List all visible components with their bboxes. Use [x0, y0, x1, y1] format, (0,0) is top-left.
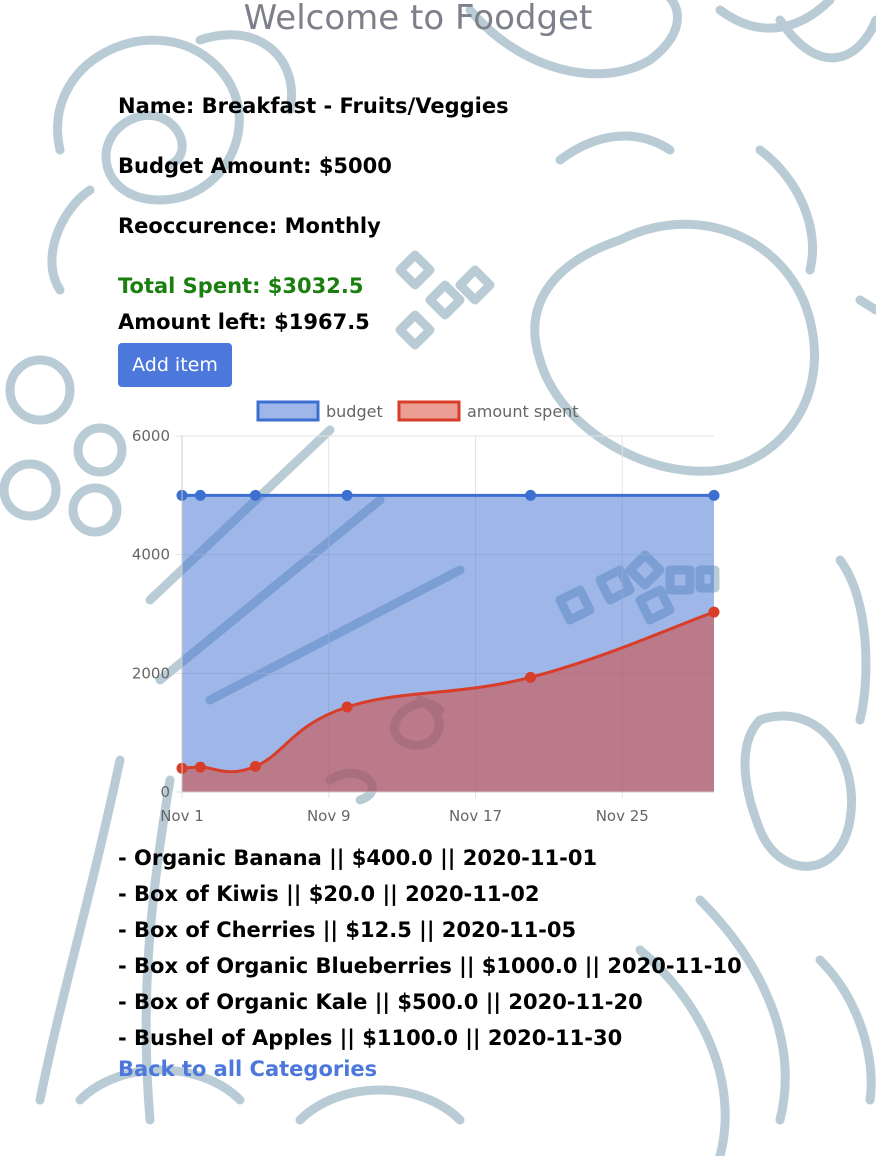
list-item: - Bushel of Apples || $1100.0 || 2020-11…	[118, 1026, 623, 1050]
budget-point	[341, 489, 353, 501]
amount-left: Amount left: $1967.5	[118, 310, 370, 334]
list-item: - Box of Cherries || $12.5 || 2020-11-05	[118, 918, 577, 942]
legend-label-amount-spent: amount spent	[467, 402, 579, 421]
total-spent: Total Spent: $3032.5	[118, 274, 364, 298]
amount-spent-point	[341, 701, 353, 713]
amount-spent-point	[194, 761, 206, 773]
back-to-categories-link[interactable]: Back to all Categories	[118, 1057, 378, 1081]
budget-point	[194, 489, 206, 501]
x-tick-label: Nov 1	[160, 807, 204, 825]
budget-name: Name: Breakfast - Fruits/Veggies	[118, 94, 509, 118]
item-list: - Organic Banana || $400.0 || 2020-11-01…	[118, 840, 742, 1056]
add-item-button[interactable]: Add item	[118, 343, 232, 387]
legend-swatch-amount-spent	[397, 400, 461, 422]
list-item: - Box of Organic Kale || $500.0 || 2020-…	[118, 990, 643, 1014]
list-item: - Box of Kiwis || $20.0 || 2020-11-02	[118, 882, 540, 906]
amount-spent-point	[525, 671, 537, 683]
y-tick-label: 6000	[132, 427, 170, 445]
budget-spending-chart: 0 2000 4000 6000 Nov 1 Nov 9 Nov 17 Nov 25 budge…	[132, 400, 720, 825]
list-item: - Organic Banana || $400.0 || 2020-11-01	[118, 846, 598, 870]
x-tick-label: Nov 25	[596, 807, 649, 825]
budget-point	[249, 489, 261, 501]
amount-spent-point	[249, 760, 261, 772]
x-tick-label: Nov 9	[307, 807, 351, 825]
y-tick-label: 0	[160, 783, 170, 801]
legend-swatch-budget	[256, 400, 320, 422]
list-item: - Box of Organic Blueberries || $1000.0 …	[118, 954, 742, 978]
x-tick-label: Nov 17	[449, 807, 502, 825]
budget-point	[525, 489, 537, 501]
legend-label-budget: budget	[326, 402, 383, 421]
budget-amount: Budget Amount: $5000	[118, 154, 392, 178]
y-tick-label: 2000	[132, 664, 170, 682]
amount-spent-point	[708, 606, 720, 618]
page-title: Welcome to Foodget	[243, 0, 593, 38]
budget-recurrence: Reoccurence: Monthly	[118, 214, 381, 238]
budget-point	[708, 489, 720, 501]
y-tick-label: 4000	[132, 546, 170, 564]
amount-spent-area	[182, 612, 714, 792]
